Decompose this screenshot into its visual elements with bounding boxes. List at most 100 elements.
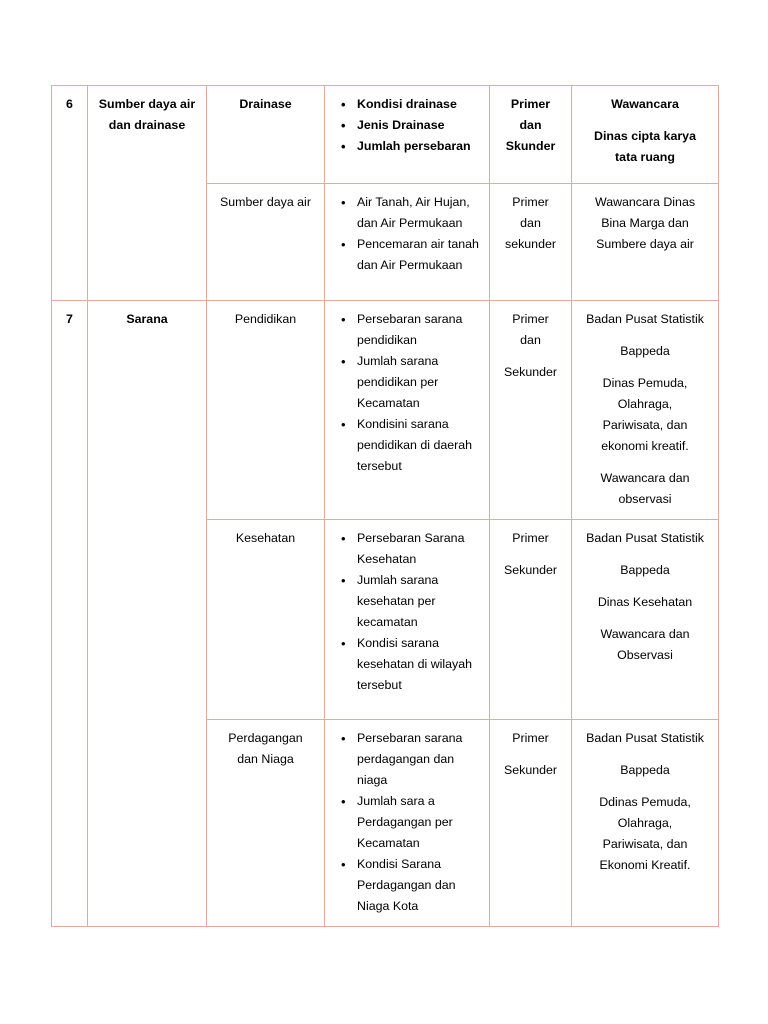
institution-line: Wawancara dan [600, 627, 690, 641]
sub-aspect-label-line2: dan Niaga [237, 752, 294, 766]
institution-line: Badan Pusat Statistik [586, 531, 704, 545]
data-type-line: dan [520, 333, 541, 347]
row-number: 6 [66, 97, 73, 111]
cell-institution: Wawancara Dinas Bina Marga dan Sumbere d… [571, 183, 719, 301]
cell-institution: Badan Pusat Statistik Bappeda Dinas Kese… [571, 519, 719, 720]
sub-aspect-label: Drainase [239, 97, 292, 111]
cell-sub-aspect: Drainase [206, 85, 325, 184]
cell-institution: Badan Pusat Statistik Bappeda Ddinas Pem… [571, 719, 719, 927]
data-type-line: Primer [512, 531, 549, 545]
detail-bullet-list: Kondisi drainase Jenis Drainase Jumlah p… [329, 94, 485, 157]
cell-sub-aspect: Kesehatan [206, 519, 325, 720]
institution-line: Pariwisata, dan [602, 837, 688, 851]
table-row: Kesehatan Persebaran Sarana Kesehatan Ju… [52, 519, 719, 720]
institution-line: Pariwisata, dan [602, 418, 688, 432]
institution-line: Wawancara Dinas [594, 195, 696, 209]
cell-detail: Persebaran sarana pendidikan Jumlah sara… [324, 300, 490, 520]
table-row: 7 Sarana Pendidikan [51, 300, 719, 927]
list-item: Persebaran sarana pendidikan [341, 309, 485, 351]
institution-line: Dinas cipta karya [594, 129, 696, 143]
cell-institution: Badan Pusat Statistik Bappeda Dinas Pemu… [571, 300, 719, 520]
institution-line: Dinas Pemuda, [602, 376, 688, 390]
list-item: Kondisi drainase [341, 94, 485, 115]
sub-aspect-label: Pendidikan [234, 312, 297, 326]
institution-line: Bappeda [620, 563, 670, 577]
aspect-label-line1: Sumber daya air [98, 97, 196, 111]
institution-line: Olahraga, [617, 397, 673, 411]
institution-line: tata ruang [615, 150, 675, 164]
data-type-line: Primer [510, 97, 551, 111]
list-item: Kondisi sarana kesehatan di wilayah ters… [341, 633, 485, 696]
list-item: Jumlah sarana pendidikan per Kecamatan [341, 351, 485, 414]
table-row: Sumber daya air Air Tanah, Air Hujan, da… [52, 183, 719, 301]
sub-aspect-label-line1: Perdagangan [228, 731, 303, 745]
institution-line: Bappeda [620, 763, 670, 777]
cell-sub-aspect: Pendidikan [206, 300, 325, 520]
cell-detail: Air Tanah, Air Hujan, dan Air Permukaan … [324, 183, 490, 301]
data-type-line: sekunder [505, 237, 556, 251]
institution-line: Ddinas Pemuda, [599, 795, 691, 809]
cell-data-type: Primer dan Sekunder [489, 300, 572, 520]
institution-line: Sumbere daya air [596, 237, 694, 251]
data-requirements-table: 6 Sumber daya air dan drainase Drainase [51, 85, 719, 927]
sub-aspect-label: Sumber daya air [220, 195, 311, 209]
cell-no: 6 [51, 85, 88, 301]
cell-data-type: Primer Sekunder [489, 719, 572, 927]
data-type-line: Primer [512, 731, 549, 745]
list-item: Pencemaran air tanah dan Air Permukaan [341, 234, 485, 276]
list-item: Persebaran Sarana Kesehatan [341, 528, 485, 570]
institution-line: Bappeda [620, 344, 670, 358]
institution-line: Observasi [617, 648, 673, 662]
list-item: Air Tanah, Air Hujan, dan Air Permukaan [341, 192, 485, 234]
institution-line: Wawancara [611, 97, 679, 111]
list-item: Jumlah persebaran [341, 136, 485, 157]
cell-sub-aspect: Sumber daya air [206, 183, 325, 301]
detail-bullet-list: Air Tanah, Air Hujan, dan Air Permukaan … [329, 192, 485, 276]
list-item: Jenis Drainase [341, 115, 485, 136]
cell-institution: Wawancara Dinas cipta karya tata ruang [571, 85, 719, 184]
sub-aspect-label: Kesehatan [235, 531, 296, 545]
institution-line: observasi [618, 492, 672, 506]
list-item: Kondisini sarana pendidikan di daerah te… [341, 414, 485, 477]
cell-aspect: Sarana [87, 300, 207, 927]
cell-data-type: Primer dan Skunder [489, 85, 572, 184]
institution-line: ekonomi kreatif. [601, 439, 689, 453]
institution-line: Bina Marga dan [601, 216, 689, 230]
cell-detail: Kondisi drainase Jenis Drainase Jumlah p… [324, 85, 490, 184]
list-item: Jumlah sara a Perdagangan per Kecamatan [341, 791, 485, 854]
table-row: 6 Sumber daya air dan drainase Drainase [51, 85, 719, 301]
institution-line: Dinas Kesehatan [597, 595, 693, 609]
detail-bullet-list: Persebaran sarana perdagangan dan niaga … [329, 728, 485, 917]
institution-line: Olahraga, [617, 816, 673, 830]
cell-no: 7 [51, 300, 88, 927]
aspect-label-line2: dan drainase [108, 118, 186, 132]
data-requirements-table-wrapper: 6 Sumber daya air dan drainase Drainase [51, 85, 719, 927]
cell-data-type: Primer Sekunder [489, 519, 572, 720]
data-type-line: dan [520, 216, 541, 230]
data-type-line: Sekunder [503, 365, 558, 379]
list-item: Jumlah sarana kesehatan per kecamatan [341, 570, 485, 633]
data-type-line: Primer [512, 312, 549, 326]
data-type-line: Sekunder [503, 563, 558, 577]
data-type-line: Sekunder [503, 763, 558, 777]
data-type-line: Skunder [505, 139, 556, 153]
table-row: Perdagangan dan Niaga Persebaran sarana … [52, 719, 719, 927]
data-type-line: Primer [512, 195, 549, 209]
institution-line: Wawancara dan [600, 471, 690, 485]
detail-bullet-list: Persebaran sarana pendidikan Jumlah sara… [329, 309, 485, 477]
institution-line: Badan Pusat Statistik [586, 731, 704, 745]
institution-line: Badan Pusat Statistik [586, 312, 704, 326]
cell-detail: Persebaran Sarana Kesehatan Jumlah saran… [324, 519, 490, 720]
cell-aspect: Sumber daya air dan drainase [87, 85, 207, 301]
cell-detail: Persebaran sarana perdagangan dan niaga … [324, 719, 490, 927]
detail-bullet-list: Persebaran Sarana Kesehatan Jumlah saran… [329, 528, 485, 696]
data-type-line: dan [519, 118, 542, 132]
aspect-label-line1: Sarana [126, 312, 168, 326]
institution-line: Ekonomi Kreatif. [599, 858, 691, 872]
cell-sub-aspect: Perdagangan dan Niaga [206, 719, 325, 927]
row-number: 7 [66, 312, 73, 326]
cell-data-type: Primer dan sekunder [489, 183, 572, 301]
list-item: Kondisi Sarana Perdagangan dan Niaga Kot… [341, 854, 485, 917]
list-item: Persebaran sarana perdagangan dan niaga [341, 728, 485, 791]
